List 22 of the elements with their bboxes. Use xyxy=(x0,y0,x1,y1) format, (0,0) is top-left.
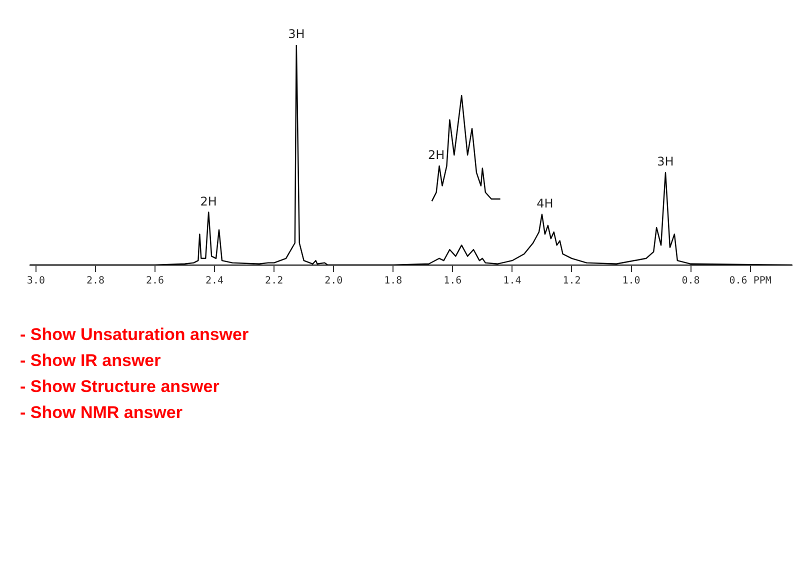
annotation: 3H xyxy=(288,27,305,42)
x-tick-label: 2.2 xyxy=(265,276,284,287)
x-tick-label: 1.4 xyxy=(503,276,522,287)
annotation: 3H xyxy=(657,154,674,169)
x-tick-label: 2.6 xyxy=(146,276,164,287)
text: - Show Structure answer xyxy=(20,376,220,398)
x-tick-label: 1.8 xyxy=(384,276,402,287)
x-tick-label: 2.0 xyxy=(324,276,343,287)
annotation: 2H xyxy=(200,194,217,208)
x-tick-label: 1.2 xyxy=(562,276,581,287)
text: - Show NMR answer xyxy=(20,402,184,424)
annotation: 4H xyxy=(536,196,554,211)
x-tick-label: 2.4 xyxy=(206,276,224,287)
x-tick-label: 0.8 xyxy=(682,276,700,287)
annotation: 2H xyxy=(428,148,445,162)
x-tick-label: 3.0 xyxy=(26,276,45,287)
text: - Show IR answer xyxy=(20,350,162,372)
x-tick-label: 1.0 xyxy=(622,276,640,287)
text: - Show Unsaturation answer xyxy=(20,324,249,346)
x-tick-label: 0.6 PPM xyxy=(729,276,772,287)
x-tick-label: 1.6 xyxy=(444,276,462,287)
x-tick-label: 2.8 xyxy=(86,276,105,287)
